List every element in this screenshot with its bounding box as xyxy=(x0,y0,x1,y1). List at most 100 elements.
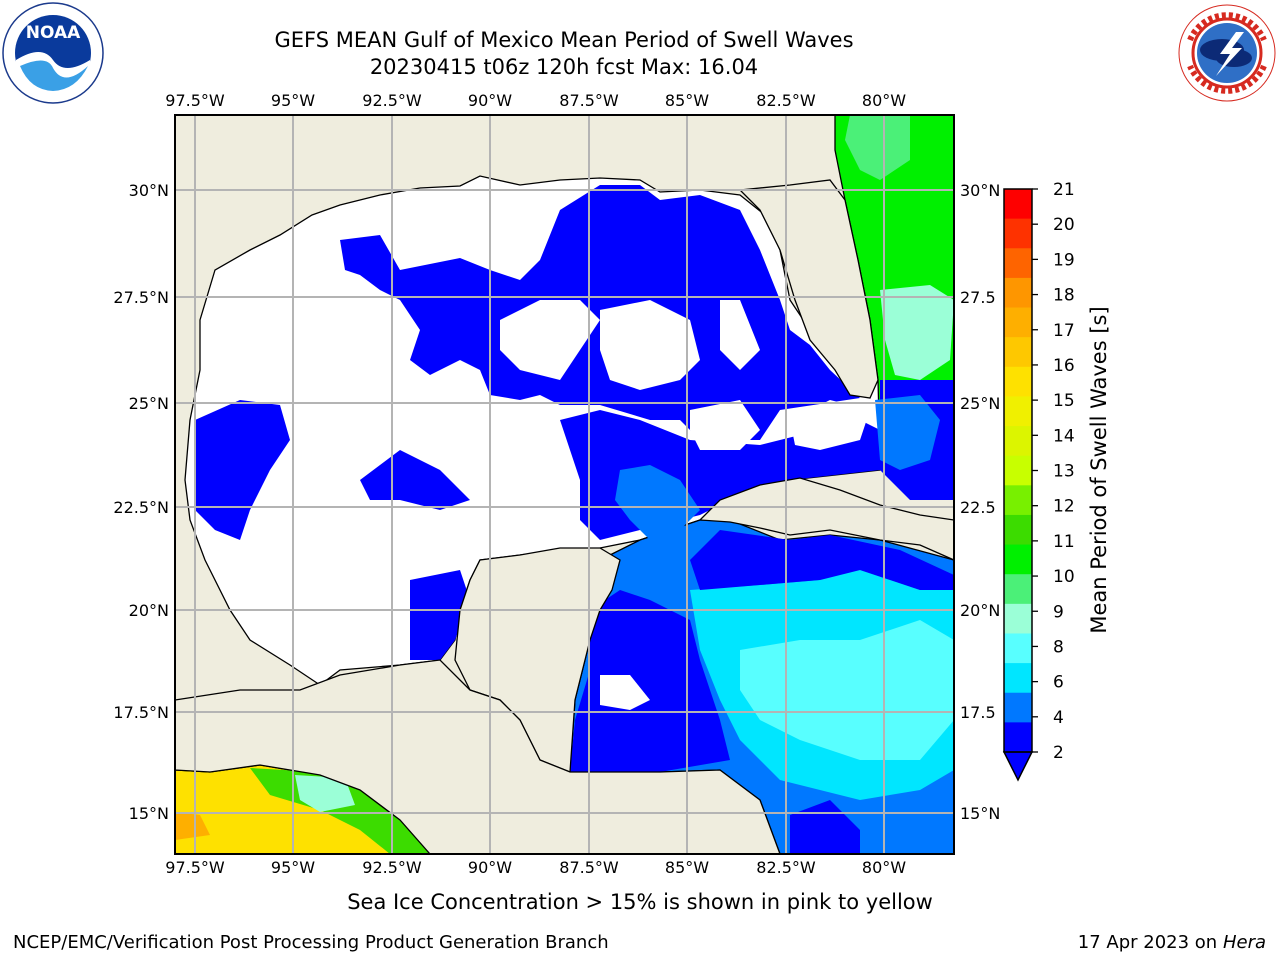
colorbar-tick-label: 13 xyxy=(1053,462,1075,482)
colorbar-tick-label: 9 xyxy=(1053,602,1064,622)
colorbar-ticks: 21 20 19 18 17 16 15 14 13 12 11 10 9 8 6 4 2 xyxy=(1032,180,1075,763)
lat-label-right: 25°N xyxy=(960,394,1000,413)
colorbar-tick-label: 17 xyxy=(1053,321,1075,341)
chart-subtitle: 20230415 t06z 120h fcst Max: 16.04 xyxy=(369,55,759,79)
colorbar-segment xyxy=(1004,692,1032,723)
colorbar-segment xyxy=(1004,514,1032,546)
colorbar-tick-label: 10 xyxy=(1053,567,1075,587)
noaa-logo-text: NOAA xyxy=(26,23,81,43)
lat-label-right: 17.5 xyxy=(960,703,996,722)
lat-label-right: 15°N xyxy=(960,804,1000,823)
nws-logo xyxy=(1178,4,1276,102)
lon-label-bottom: 85°W xyxy=(665,858,709,877)
lat-labels-left: 30°N 27.5°N 25°N 22.5°N 20°N 17.5°N 15°N xyxy=(113,181,169,823)
lon-label-bottom: 80°W xyxy=(862,858,906,877)
colorbar-segment xyxy=(1004,485,1032,516)
caribbean-blue-band xyxy=(690,530,954,590)
footer-credit: NCEP/EMC/Verification Post Processing Pr… xyxy=(13,932,609,953)
atlantic-light-green xyxy=(845,115,910,180)
lon-label-bottom: 97.5°W xyxy=(165,858,225,877)
atlantic-blue xyxy=(875,395,940,470)
lat-label-right: 22.5 xyxy=(960,498,996,517)
cuba-land xyxy=(698,477,954,561)
caribbean-light-cyan xyxy=(740,620,954,760)
footer-host: Hera xyxy=(1222,932,1266,953)
colorbar-segment xyxy=(1004,307,1032,338)
colorbar-tick-label: 14 xyxy=(1053,426,1075,446)
lon-label-bottom: 87.5°W xyxy=(559,858,619,877)
yucatan-blue xyxy=(615,465,700,540)
mexico-south-land xyxy=(175,659,781,854)
yucatan-land xyxy=(454,547,621,773)
colorbar-tick-label: 15 xyxy=(1053,391,1075,411)
colorbar xyxy=(1004,189,1032,753)
colorbar-segment xyxy=(1004,722,1032,753)
colorbar-segment xyxy=(1004,603,1032,635)
noaa-logo: NOAA xyxy=(2,2,104,104)
pacific-cyan-patch xyxy=(295,775,355,812)
lon-label-top: 90°W xyxy=(468,91,512,110)
colorbar-tick-label: 18 xyxy=(1053,286,1075,306)
colorbar-tick-label: 11 xyxy=(1053,532,1075,552)
colorbar-tick-label: 12 xyxy=(1053,497,1075,517)
colorbar-label: Mean Period of Swell Waves [s] xyxy=(1087,306,1111,633)
colorbar-extend-triangle xyxy=(1002,751,1034,782)
colorbar-segment xyxy=(1004,218,1032,249)
chart-title: GEFS MEAN Gulf of Mexico Mean Period of … xyxy=(274,28,854,52)
lon-label-top: 87.5°W xyxy=(559,91,619,110)
colorbar-segment xyxy=(1004,426,1032,457)
pacific-orange-patch xyxy=(175,812,210,840)
lat-label-left: 30°N xyxy=(129,181,169,200)
colorbar-segment xyxy=(1004,366,1032,398)
colorbar-segment xyxy=(1004,544,1032,575)
footer-date-text: 17 Apr 2023 on xyxy=(1077,932,1223,953)
colorbar-tick-label: 21 xyxy=(1053,180,1075,200)
lon-label-bottom: 82.5°W xyxy=(756,858,816,877)
colorbar-segment xyxy=(1004,189,1032,220)
colorbar-tick-label: 6 xyxy=(1053,673,1064,693)
lon-label-top: 85°W xyxy=(665,91,709,110)
lat-label-right: 27.5 xyxy=(960,288,996,307)
lon-label-top: 92.5°W xyxy=(362,91,422,110)
lon-labels-bottom: 97.5°W 95°W 92.5°W 90°W 87.5°W 85°W 82.5… xyxy=(165,858,906,877)
colorbar-segment xyxy=(1004,337,1032,368)
pacific-green-band xyxy=(250,768,430,854)
lat-label-left: 22.5°N xyxy=(113,498,169,517)
lat-labels-right: 30°N 27.5 25°N 22.5 20°N 17.5 15°N xyxy=(960,181,1000,823)
lon-label-top: 97.5°W xyxy=(165,91,225,110)
sea-ice-note: Sea Ice Concentration > 15% is shown in … xyxy=(347,890,933,914)
white-patches xyxy=(500,300,870,710)
lon-label-bottom: 90°W xyxy=(468,858,512,877)
colorbar-tick-label: 8 xyxy=(1053,637,1064,657)
lon-label-bottom: 95°W xyxy=(271,858,315,877)
colorbar-tick-label: 4 xyxy=(1053,708,1064,728)
colorbar-tick-label: 2 xyxy=(1053,743,1064,763)
lat-label-left: 15°N xyxy=(129,804,169,823)
lat-label-left: 25°N xyxy=(129,394,169,413)
lat-label-left: 17.5°N xyxy=(113,703,169,722)
colorbar-tick-label: 19 xyxy=(1053,250,1075,270)
lon-label-top: 82.5°W xyxy=(756,91,816,110)
map-grid xyxy=(175,115,954,854)
colorbar-segment xyxy=(1004,396,1032,427)
colorbar-segment xyxy=(1004,574,1032,605)
lon-label-top: 95°W xyxy=(271,91,315,110)
colorbar-segment xyxy=(1004,277,1032,309)
lat-label-left: 27.5°N xyxy=(113,288,169,307)
colorbar-tick-label: 20 xyxy=(1053,215,1075,235)
atlantic-cyan xyxy=(880,285,954,380)
lon-labels-top: 97.5°W 95°W 92.5°W 90°W 87.5°W 85°W 82.5… xyxy=(165,91,906,110)
lat-label-right: 20°N xyxy=(960,601,1000,620)
lat-label-right: 30°N xyxy=(960,181,1000,200)
colorbar-segment xyxy=(1004,633,1032,664)
colorbar-segment xyxy=(1004,663,1032,694)
lat-label-left: 20°N xyxy=(129,601,169,620)
lon-label-bottom: 92.5°W xyxy=(362,858,422,877)
footer-date: 17 Apr 2023 on Hera xyxy=(1078,932,1266,953)
colorbar-segment xyxy=(1004,248,1032,279)
colorbar-segment xyxy=(1004,455,1032,486)
map-frame xyxy=(174,114,955,855)
lon-label-top: 80°W xyxy=(862,91,906,110)
colorbar-tick-label: 16 xyxy=(1053,356,1075,376)
